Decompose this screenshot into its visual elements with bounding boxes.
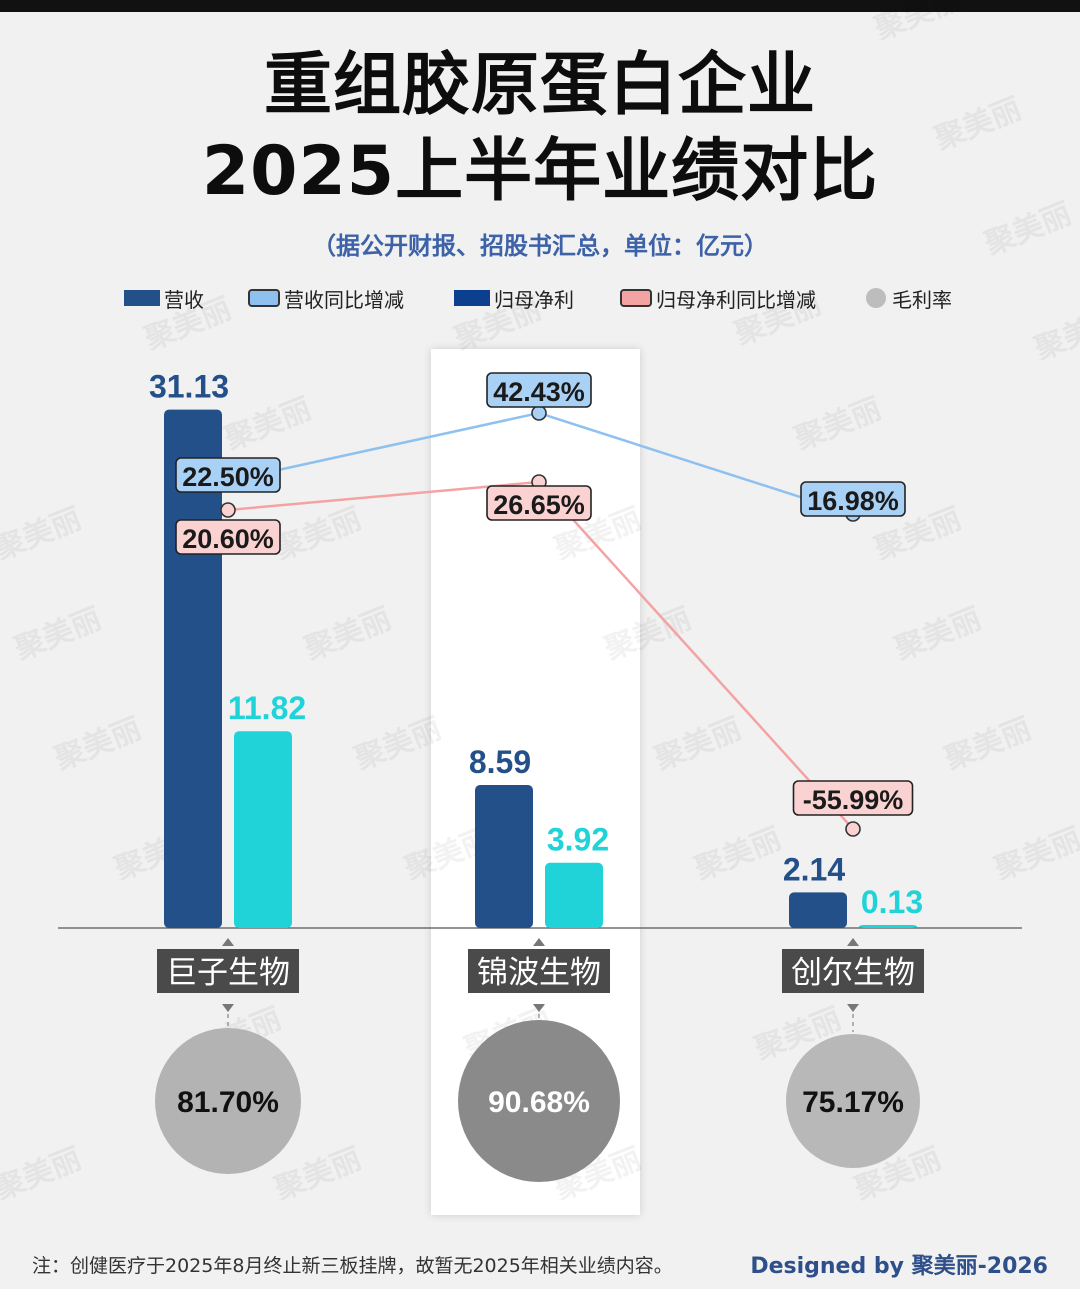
- category-marker-down-1: [533, 1004, 545, 1012]
- legend-swatch-net-profit: [454, 290, 490, 306]
- category-marker-down-2: [847, 1004, 859, 1012]
- watermark-8: 聚美丽: [789, 391, 886, 458]
- legend-label-net-profit-yoy: 归母净利同比增减: [656, 287, 816, 312]
- margin-circle-2: [786, 1034, 920, 1168]
- legend-swatch-gross-margin: [866, 288, 886, 308]
- watermark-3: 聚美丽: [139, 291, 236, 358]
- top-bar: [0, 0, 1080, 12]
- bar-label-revenue-1: 8.59: [469, 744, 531, 780]
- category-group-1: 锦波生物 90.68%: [458, 938, 620, 1182]
- callout-label-revenue-yoy-1: 42.43%: [493, 377, 585, 407]
- category-box-2: [782, 949, 924, 993]
- callout-box-revenue-yoy-2: [800, 481, 906, 517]
- bar-net-profit-1: [545, 862, 603, 928]
- legend-item-net-profit: 归母净利: [454, 282, 574, 314]
- bar-revenue-1: [475, 784, 533, 928]
- legend-label-net-profit: 归母净利: [494, 287, 574, 312]
- bar-label-net-profit-0: 11.82: [228, 690, 306, 726]
- legend-item-gross-margin: 毛利率: [866, 282, 952, 314]
- watermark-5: 聚美丽: [1029, 301, 1080, 368]
- margin-circle-0: [155, 1028, 301, 1174]
- bar-net-profit-2: [859, 925, 917, 928]
- watermark-20: 聚美丽: [939, 711, 1036, 778]
- category-label-2: 创尔生物: [791, 955, 915, 991]
- bar-label-net-profit-1: 3.92: [547, 822, 609, 858]
- watermark-14: 聚美丽: [299, 601, 396, 668]
- callout-box-net-profit-yoy-0: [175, 519, 281, 555]
- watermark-4: 聚美丽: [729, 286, 826, 353]
- legend-swatch-revenue: [124, 290, 160, 306]
- callout-box-net-profit-yoy-1: [486, 485, 592, 521]
- watermark-13: 聚美丽: [9, 601, 106, 668]
- watermark-15: 聚美丽: [599, 601, 696, 668]
- legend-swatch-net-profit-yoy: [620, 289, 652, 307]
- line-group-revenue-yoy: 22.50% 42.43% 16.98%: [175, 372, 906, 522]
- callout-label-revenue-yoy-2: 16.98%: [807, 486, 899, 516]
- legend-swatch-revenue-yoy: [248, 289, 280, 307]
- callout-box-revenue-yoy-1: [486, 372, 592, 408]
- category-label-1: 锦波生物: [477, 955, 601, 991]
- callout-label-revenue-yoy-0: 22.50%: [182, 462, 274, 492]
- watermark-23: 聚美丽: [689, 821, 786, 888]
- watermark-17: 聚美丽: [49, 711, 146, 778]
- line-group-net-profit-yoy: 20.60% 26.65% -55.99%: [175, 474, 914, 837]
- watermark-29: 聚美丽: [269, 1141, 366, 1208]
- legend-label-gross-margin: 毛利率: [892, 287, 952, 312]
- category-box-0: [157, 949, 299, 993]
- category-marker-up-1: [533, 938, 545, 946]
- legend-label-revenue: 营收: [164, 287, 204, 312]
- legend-item-revenue: 营收: [124, 282, 204, 314]
- bar-revenue-2: [789, 892, 847, 928]
- callout-label-net-profit-yoy-0: 20.60%: [182, 524, 274, 554]
- category-label-0: 巨子生物: [166, 955, 290, 991]
- margin-label-2: 75.17%: [802, 1086, 904, 1119]
- callout-label-net-profit-yoy-1: 26.65%: [493, 490, 585, 520]
- callout-label-net-profit-yoy-2: -55.99%: [803, 785, 904, 815]
- point-net-profit-yoy-2: [845, 821, 861, 837]
- bar-net-profit-0: [234, 731, 292, 928]
- legend: 营收 营收同比增减 归母净利 归母净利同比增减 毛利率: [0, 282, 1080, 314]
- watermark-6: 聚美丽: [449, 291, 546, 358]
- category-group-0: 巨子生物 81.70%: [155, 938, 301, 1174]
- watermark-10: 聚美丽: [269, 501, 366, 568]
- category-group-2: 创尔生物 75.17%: [782, 938, 924, 1168]
- chart-title-line2: 2025上半年业绩对比: [201, 132, 879, 211]
- watermark-2: 聚美丽: [979, 196, 1076, 263]
- watermark-28: 聚美丽: [0, 1141, 86, 1208]
- chart-title-line1: 重组胶原蛋白企业: [263, 46, 816, 125]
- bar-label-revenue-2: 2.14: [783, 851, 845, 887]
- callout-box-revenue-yoy-0: [175, 457, 281, 493]
- legend-item-net-profit-yoy: 归母净利同比增减: [620, 282, 816, 314]
- margin-label-1: 90.68%: [488, 1086, 590, 1119]
- point-net-profit-yoy-0: [220, 502, 236, 518]
- bar-label-net-profit-2: 0.13: [861, 884, 923, 920]
- point-revenue-yoy-1: [531, 405, 547, 421]
- watermark-24: 聚美丽: [989, 821, 1080, 888]
- category-marker-down-0: [222, 1004, 234, 1012]
- category-marker-up-2: [847, 938, 859, 946]
- bar-label-revenue-0: 31.13: [149, 369, 229, 405]
- category-box-1: [468, 949, 610, 993]
- callout-box-net-profit-yoy-2: [792, 780, 914, 816]
- margin-circle-1: [458, 1020, 620, 1182]
- watermark-16: 聚美丽: [889, 601, 986, 668]
- chart-subtitle: （据公开财报、招股书汇总，单位：亿元）: [312, 232, 768, 260]
- legend-item-revenue-yoy: 营收同比增减: [248, 282, 404, 314]
- watermark-9: 聚美丽: [0, 501, 86, 568]
- watermark-0: 聚美丽: [869, 0, 966, 48]
- watermark-1: 聚美丽: [929, 91, 1026, 158]
- credit: Designed by 聚美丽-2026: [750, 1254, 1048, 1279]
- watermark-19: 聚美丽: [649, 711, 746, 778]
- watermark-7: 聚美丽: [219, 391, 316, 458]
- footnote: 注：创健医疗于2025年8月终止新三板挂牌，故暂无2025年相关业绩内容。: [32, 1255, 673, 1277]
- legend-label-revenue-yoy: 营收同比增减: [284, 287, 404, 312]
- watermark-18: 聚美丽: [349, 711, 446, 778]
- margin-label-0: 81.70%: [177, 1086, 279, 1119]
- category-marker-up-0: [222, 938, 234, 946]
